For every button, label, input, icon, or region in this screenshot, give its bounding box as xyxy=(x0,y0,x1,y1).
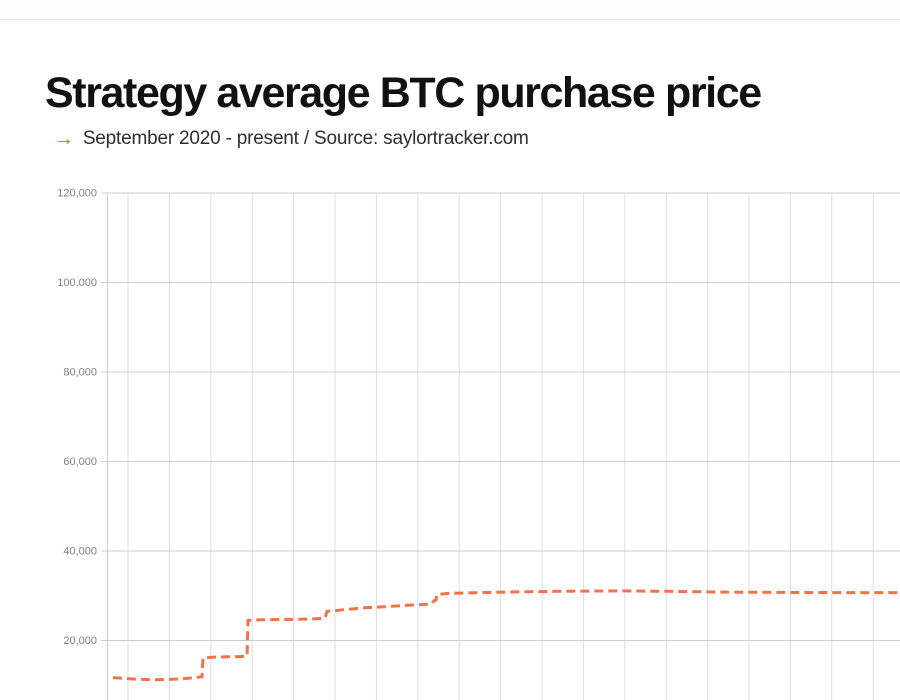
arrow-right-icon: → xyxy=(54,128,74,150)
y-axis-tick-label: 60,000 xyxy=(63,456,97,468)
btc-avg-price-line xyxy=(112,589,900,682)
y-axis-tick-label: 20,000 xyxy=(63,635,97,647)
y-axis-tick-label: 100,000 xyxy=(57,277,97,289)
y-axis-tick-label: 80,000 xyxy=(63,367,97,379)
top-strip xyxy=(0,0,900,20)
chart-subtitle: → September 2020 - present / Source: say… xyxy=(54,127,529,151)
subtitle-text: September 2020 - present / Source: saylo… xyxy=(82,128,529,149)
page-title: Strategy average BTC purchase price xyxy=(45,69,762,117)
y-axis-tick-label: 40,000 xyxy=(63,546,97,558)
y-axis-tick-label: 120,000 xyxy=(57,188,97,200)
